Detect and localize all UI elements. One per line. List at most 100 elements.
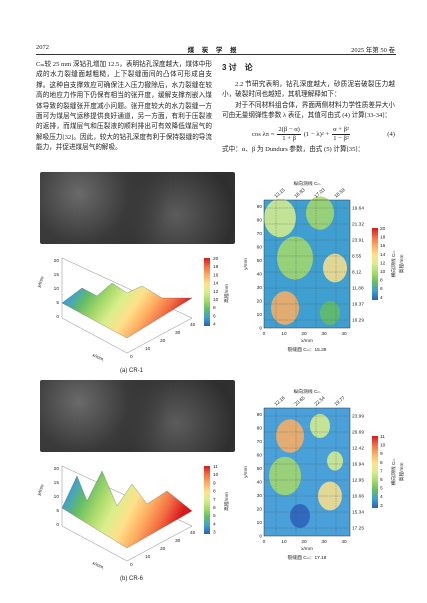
top-value: 22.54: [313, 395, 326, 408]
volume: 2025 年第 50 卷: [351, 47, 395, 54]
surface: [61, 282, 193, 339]
right-value: 15.34: [352, 510, 364, 516]
colorbar-tick: 10: [213, 472, 219, 478]
contour-region: [269, 456, 301, 496]
colorbar-tick: 8: [213, 305, 216, 311]
x-tick-label: 30: [321, 331, 327, 337]
y-axis-label: y/mm: [36, 276, 46, 289]
colorbar-tick: 3: [380, 503, 383, 509]
colorbar-tick: 11: [380, 434, 385, 440]
top-value: 19.77: [333, 395, 346, 408]
colorbar-tick: 7: [380, 468, 383, 474]
colorbar-tick: 11: [213, 464, 218, 470]
contour-region: [276, 419, 304, 453]
x-tick-label: 10: [281, 539, 287, 545]
z-tick-label: 5: [56, 300, 59, 306]
right-value: 23.91: [352, 238, 364, 244]
x-axis-label: x/mm: [301, 338, 313, 344]
y-tick-label: 90: [257, 412, 263, 418]
rock-photo: [40, 380, 235, 452]
y-tick-label: 20: [257, 299, 263, 305]
contour-region: [327, 451, 343, 471]
top-value: 16.59: [333, 187, 346, 200]
surface-plot: 0 5 10 15 20 0 10 20 30 40 y/mm x/mm 20 18 16 14 12 10 8 6 4…: [36, 256, 230, 363]
colorbar-tick: 9: [380, 451, 383, 457]
colorbar-tick: 14: [380, 252, 386, 258]
equation: cos λπ = 2(β − α) 1 + β (1 − λ)² + α + β²…: [252, 126, 395, 143]
y-axis-label: y/mm: [243, 466, 249, 478]
x-tick-label: 10: [145, 346, 151, 352]
colorbar-tick: 12: [213, 289, 219, 295]
colorbar-label: 高程/mm: [398, 255, 405, 274]
rock-photo: [40, 172, 235, 244]
y-tick-label: 10: [257, 312, 263, 318]
right-value: 26.69: [352, 430, 364, 436]
y-tick-label: 40: [257, 272, 263, 278]
plot-frame: [263, 199, 351, 329]
eq-mid: (1 − λ)² +: [303, 130, 330, 138]
y-tick-label: 70: [257, 439, 263, 445]
figure-caption: (b) CR-6: [120, 576, 144, 582]
right-value: 16.29: [352, 318, 364, 324]
y-axis-label: y/mm: [36, 484, 46, 497]
colorbar-tick: 10: [380, 269, 386, 275]
y-tick-label: 60: [257, 245, 263, 251]
eq-num: 2(β − α): [277, 125, 301, 135]
y-axis-label: y/mm: [243, 258, 249, 270]
right-value: 16.94: [352, 462, 364, 468]
page-number: 2072: [36, 44, 49, 51]
y-tick-label: 30: [257, 493, 263, 499]
side-label: 横向测线 Cₘ: [390, 251, 397, 278]
z-tick-label: 20: [54, 466, 60, 472]
x-axis-label: x/mm: [301, 546, 313, 552]
colorbar-label: 高程/mm: [223, 284, 230, 303]
colorbar-tick: 10: [213, 297, 219, 303]
right-value: 12.95: [352, 478, 364, 484]
colorbar-tick: 10: [380, 443, 386, 449]
top-value: 23.65: [293, 395, 306, 408]
y-tick-label: 40: [257, 480, 263, 486]
fraction: α + β² 1 − β²: [332, 126, 350, 143]
z-tick-label: 0: [56, 522, 59, 528]
colorbar-label: 高程/mm: [223, 492, 230, 511]
x-tick-label: 40: [190, 530, 196, 536]
colorbar: [204, 258, 210, 326]
y-tick-label: 30: [257, 285, 263, 291]
side-label: 横向测线 Cₘ: [390, 459, 397, 486]
figure-caption: (a) CR-1: [120, 368, 144, 374]
x-tick-label: 0: [130, 562, 133, 568]
colorbar: [204, 466, 210, 534]
y-tick-label: 80: [257, 426, 263, 432]
colorbar-tick: 4: [213, 322, 216, 328]
z-tick-label: 15: [54, 480, 60, 486]
eq-den: 1 + β: [282, 134, 296, 142]
right-value: 19.37: [352, 302, 364, 308]
x-tick-label: 10: [281, 331, 287, 337]
colorbar-tick: 4: [380, 295, 383, 301]
colorbar-tick: 6: [380, 286, 383, 292]
right-value: 21.32: [352, 222, 364, 228]
colorbar-tick: 18: [380, 235, 386, 241]
contour-region: [323, 253, 347, 283]
section-title: 3 讨 论: [222, 63, 253, 72]
y-tick-label: 10: [257, 520, 263, 526]
y-tick-label: 60: [257, 453, 263, 459]
colorbar-tick: 16: [380, 243, 386, 249]
x-tick-label: 20: [160, 338, 166, 344]
right-value: 10.66: [352, 494, 364, 500]
colorbar-tick: 5: [380, 486, 383, 492]
x-tick-label: 20: [301, 539, 307, 545]
contour-region: [306, 196, 334, 230]
paragraph: Cₘ较 25 mm 深钻孔增加 12.5，表明钻孔深度越大，煤体中形成的水力裂缝…: [36, 61, 212, 152]
x-tick-label: 10: [145, 554, 151, 560]
contour-region: [264, 198, 296, 238]
right-value: 11.88: [352, 286, 364, 292]
colorbar-tick: 9: [213, 480, 216, 486]
right-value: 12.42: [352, 446, 364, 452]
y-tick-label: 70: [257, 231, 263, 237]
journal-name: 煤 炭 学 报: [187, 47, 240, 54]
contour-region: [320, 301, 340, 325]
y-tick-label: 50: [257, 466, 263, 472]
y-tick-label: 20: [257, 507, 263, 513]
